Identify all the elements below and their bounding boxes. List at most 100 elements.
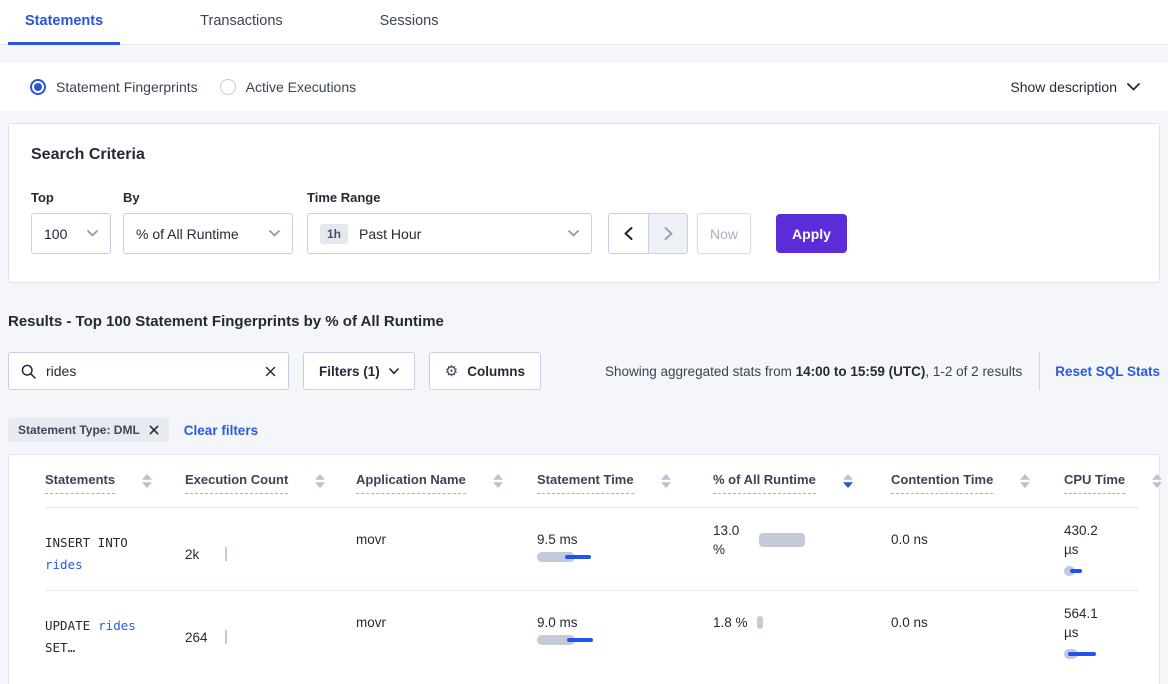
radio-active-executions-label: Active Executions <box>245 79 357 95</box>
cpu-time-cell: 430.2 µs <box>1064 508 1139 590</box>
column-header-statements[interactable]: Statements <box>45 472 185 507</box>
table-header-row: Statements Execution Count Application Nam… <box>45 455 1163 507</box>
previous-time-range-button[interactable] <box>608 213 648 254</box>
column-header-execution-count[interactable]: Execution Count <box>185 472 356 507</box>
radio-statement-fingerprints-label: Statement Fingerprints <box>56 79 198 95</box>
sort-icon[interactable] <box>315 474 326 488</box>
results-heading: Results - Top 100 Statement Fingerprints… <box>8 313 444 330</box>
sort-icon[interactable] <box>660 474 671 488</box>
radio-selected-icon[interactable] <box>30 79 46 95</box>
time-range-value: Past Hour <box>359 225 422 242</box>
top-select[interactable]: 100 <box>31 213 111 254</box>
column-header-statement-time[interactable]: Statement Time <box>537 472 713 507</box>
chevron-down-icon <box>269 230 280 237</box>
chevron-down-icon <box>568 230 579 237</box>
by-select-value: % of All Runtime <box>136 225 239 242</box>
tab-transactions[interactable]: Transactions <box>200 13 283 29</box>
execution-count-cell: 264 <box>185 591 356 673</box>
statement-link[interactable]: rides <box>98 618 136 633</box>
application-name-cell: movr <box>356 615 386 630</box>
next-time-range-button[interactable] <box>648 213 688 254</box>
table-row[interactable]: UPDATE rides SET… 264 movr 9.0 ms 1.8 % 0.… <box>45 590 1139 673</box>
column-header-label[interactable]: % of All Runtime <box>713 472 816 494</box>
gray-bar-fill <box>1064 566 1075 576</box>
sort-icon[interactable] <box>142 474 153 488</box>
radio-active-executions[interactable]: Active Executions <box>219 79 357 95</box>
now-button[interactable]: Now <box>697 213 751 254</box>
columns-button[interactable]: ⚙ Columns <box>428 352 541 390</box>
statement-search-box[interactable] <box>8 352 289 390</box>
column-header-application-name[interactable]: Application Name <box>356 472 537 507</box>
statement-text: UPDATE <box>45 618 91 633</box>
application-name-cell: movr <box>356 532 386 547</box>
gray-bar-fill <box>537 635 575 645</box>
execution-count-value: 264 <box>185 629 208 645</box>
column-header--of-all-runtime[interactable]: % of All Runtime <box>713 472 891 507</box>
by-field: By % of All Runtime <box>123 190 307 254</box>
sort-icon[interactable] <box>1152 474 1163 488</box>
reset-sql-stats-link[interactable]: Reset SQL Stats <box>1055 363 1160 379</box>
filters-button[interactable]: Filters (1) <box>303 352 415 390</box>
chevron-down-icon <box>1127 83 1140 91</box>
chevron-down-icon <box>388 367 399 374</box>
showing-suffix: , 1-2 of 2 results <box>925 363 1023 379</box>
show-description-toggle[interactable]: Show description <box>1010 79 1140 95</box>
time-range-select[interactable]: 1h Past Hour <box>307 213 592 254</box>
statement-time-value: 9.5 ms <box>537 532 578 547</box>
top-field: Top 100 <box>31 190 123 254</box>
radio-statement-fingerprints[interactable]: Statement Fingerprints <box>30 79 198 95</box>
by-label: By <box>123 190 140 205</box>
blue-bar-line <box>565 555 591 559</box>
filter-chip[interactable]: Statement Type: DML <box>8 418 169 442</box>
apply-button[interactable]: Apply <box>776 214 847 253</box>
column-header-label[interactable]: CPU Time <box>1064 472 1126 494</box>
column-header-label[interactable]: Statements <box>45 472 116 494</box>
column-header-contention-time[interactable]: Contention Time <box>891 472 1064 507</box>
gear-icon: ⚙ <box>444 361 459 380</box>
radio-unselected-icon[interactable] <box>219 79 236 95</box>
table-body: INSERT INTO rides 2k movr 9.5 ms 13.0 % 0… <box>45 507 1139 673</box>
pct-runtime-cell: 13.0 % <box>713 508 891 590</box>
column-header-label[interactable]: Statement Time <box>537 472 634 494</box>
tab-statements[interactable]: Statements <box>8 0 121 45</box>
statements-table: Statements Execution Count Application Nam… <box>8 454 1163 684</box>
tab-sessions[interactable]: Sessions <box>379 13 439 29</box>
statement-time-bar <box>537 635 713 645</box>
contention-time-cell: 0.0 ns <box>891 532 928 547</box>
statement-link[interactable]: rides <box>45 557 83 572</box>
showing-prefix: Showing aggregated stats from <box>605 363 796 379</box>
sort-icon[interactable] <box>842 474 853 488</box>
show-description-label: Show description <box>1010 79 1117 95</box>
statement-cell: INSERT INTO rides <box>45 508 185 590</box>
search-criteria-title: Search Criteria <box>31 146 145 163</box>
view-toggle-bar: Statement Fingerprints Active Executions… <box>0 63 1168 111</box>
by-select[interactable]: % of All Runtime <box>123 213 293 254</box>
column-header-label[interactable]: Application Name <box>356 472 466 494</box>
showing-stats-text: Showing aggregated stats from 14:00 to 1… <box>605 364 1022 379</box>
statement-text: INSERT INTO <box>45 535 128 550</box>
clear-search-icon[interactable] <box>265 366 276 377</box>
pct-runtime-cell: 1.8 % <box>713 591 891 673</box>
filter-chip-row: Statement Type: DML Clear filters <box>8 418 1160 442</box>
column-header-label[interactable]: Contention Time <box>891 472 994 494</box>
column-header-cpu-time[interactable]: CPU Time <box>1064 472 1163 507</box>
time-range-field: Time Range 1h Past Hour <box>307 190 608 254</box>
top-tabs: Statements Transactions Sessions <box>0 0 1168 45</box>
search-input[interactable] <box>46 363 265 379</box>
table-row[interactable]: INSERT INTO rides 2k movr 9.5 ms 13.0 % 0… <box>45 507 1139 590</box>
sort-icon[interactable] <box>1020 474 1031 488</box>
search-criteria-fields: Top 100 By % of All Runtime Time Range 1… <box>31 190 1137 254</box>
clear-filters-link[interactable]: Clear filters <box>183 422 259 438</box>
cpu-time-bar <box>1064 649 1139 659</box>
remove-filter-icon[interactable] <box>149 425 159 435</box>
statement-time-cell: 9.0 ms <box>537 591 713 673</box>
statement-time-bar <box>537 552 713 562</box>
filter-chip-label: Statement Type: DML <box>18 423 140 437</box>
top-label: Top <box>31 190 54 205</box>
blue-bar-line <box>1068 652 1096 656</box>
search-icon <box>21 364 36 379</box>
sort-icon[interactable] <box>492 474 503 488</box>
column-header-label[interactable]: Execution Count <box>185 472 289 494</box>
toolbar-right: Showing aggregated stats from 14:00 to 1… <box>605 352 1160 390</box>
blue-bar-line <box>1070 569 1082 573</box>
